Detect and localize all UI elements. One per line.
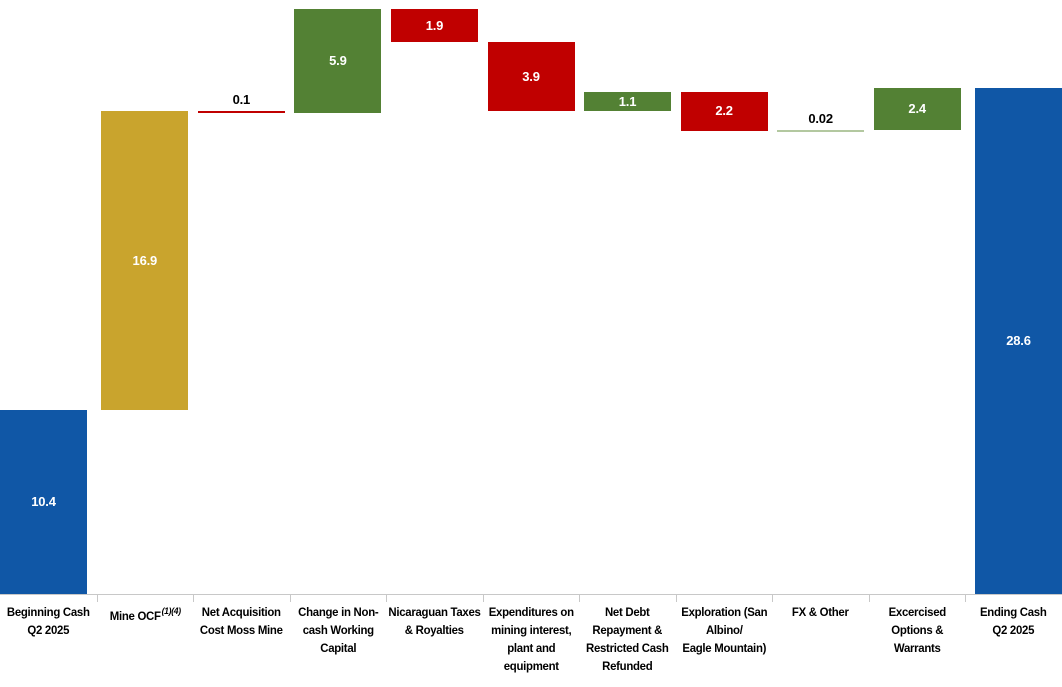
category-label: Net Acquisition Cost Moss Mine bbox=[195, 603, 287, 639]
category-label-line: Refunded bbox=[602, 659, 653, 673]
x-axis-tick bbox=[482, 594, 484, 602]
category-label-line: Nicaraguan Taxes bbox=[388, 605, 481, 619]
waterfall-bar-decrease-5 bbox=[487, 42, 575, 112]
category-label-line: & Royalties bbox=[404, 623, 464, 637]
x-axis-tick bbox=[868, 594, 870, 602]
category-label-line: mining interest, bbox=[490, 623, 572, 637]
category-label-line: Exploration (San bbox=[681, 605, 768, 619]
category-label: Excercised Options & Warrants bbox=[871, 603, 963, 657]
category-label: Beginning Cash Q2 2025 bbox=[2, 603, 94, 639]
category-label-line: Change in Non- bbox=[297, 605, 379, 619]
category-label-line: Q2 2025 bbox=[27, 623, 70, 637]
x-axis-tick bbox=[193, 594, 195, 602]
category-label: Exploration (San Albino/Eagle Mountain) bbox=[678, 603, 770, 657]
bar-value-label: 5.9 bbox=[329, 52, 347, 68]
bar-value-label: 3.9 bbox=[522, 68, 540, 84]
bar-value-label: 2.4 bbox=[908, 101, 926, 117]
category-label: Change in Non-cash Working Capital bbox=[292, 603, 384, 657]
category-label: Expenditures on mining interest, plant and… bbox=[485, 603, 577, 675]
bar-value-label: 16.9 bbox=[132, 252, 158, 268]
category-label: Ending Cash Q2 2025 bbox=[968, 603, 1060, 639]
bar-value-label: 1.9 bbox=[425, 17, 444, 33]
category-label: Mine OCF(1)(4) bbox=[99, 603, 191, 625]
x-axis-tick bbox=[579, 594, 581, 602]
waterfall-bar-decrease-4 bbox=[390, 8, 478, 43]
waterfall-bar-total-10 bbox=[975, 88, 1062, 594]
bar-value-label: 0.02 bbox=[808, 111, 833, 127]
category-label-line: Beginning Cash bbox=[6, 605, 90, 619]
category-label-line: Ending Cash bbox=[980, 605, 1047, 619]
waterfall-bar-increase-3 bbox=[294, 8, 382, 114]
bar-value-label: 10.4 bbox=[31, 494, 56, 510]
bar-value-label: 28.6 bbox=[1006, 333, 1031, 349]
x-axis-tick bbox=[772, 594, 774, 602]
x-axis-line bbox=[0, 594, 1062, 595]
waterfall-bar-total-0 bbox=[0, 410, 87, 594]
waterfall-bar-decrease-2 bbox=[197, 111, 285, 114]
waterfall-bar-increase-8 bbox=[777, 130, 865, 133]
category-label-line: Net Acquisition bbox=[201, 605, 281, 619]
category-label-line: Repayment & bbox=[592, 623, 663, 637]
waterfall-bar-increase-6 bbox=[584, 91, 672, 112]
category-label: Net Debt Repayment & Restricted Cash Refund… bbox=[582, 603, 674, 675]
category-label-line: cash Working bbox=[302, 623, 374, 637]
waterfall-bar-decrease-7 bbox=[680, 91, 768, 131]
category-label-line: Mine OCF(1)(4) bbox=[109, 606, 181, 623]
footnote-superscript: (1)(4) bbox=[161, 606, 181, 616]
x-axis-tick bbox=[386, 594, 388, 602]
x-axis-tick bbox=[675, 594, 677, 602]
category-label-line: equipment bbox=[503, 659, 559, 673]
x-axis-tick bbox=[965, 594, 967, 602]
category-label-line: plant and bbox=[506, 641, 556, 655]
category-label-line: Albino/ bbox=[705, 623, 743, 637]
category-label-line: Eagle Mountain) bbox=[682, 641, 766, 655]
x-axis-tick bbox=[96, 594, 98, 602]
category-label-line: Warrants bbox=[893, 641, 941, 655]
category-label-line: Expenditures on bbox=[488, 605, 574, 619]
category-label-line: Restricted Cash bbox=[586, 641, 669, 655]
waterfall-bar-increase-1 bbox=[101, 111, 189, 411]
bar-value-label: 1.1 bbox=[618, 93, 637, 109]
category-label: FX & Other bbox=[775, 603, 867, 621]
category-label-line: FX & Other bbox=[792, 605, 849, 619]
plot-area: 10.4 16.9 0.1 5.9 1.9 3.9 1.1 2.2 0.02 2.4 28.6 bbox=[0, 8, 1062, 602]
bar-value-label: 2.2 bbox=[715, 103, 733, 119]
waterfall-bar-increase-9 bbox=[873, 88, 961, 131]
category-label-line: Capital bbox=[319, 641, 356, 655]
category-label-line: Net Debt bbox=[605, 605, 650, 619]
category-label-line: Excercised bbox=[888, 605, 946, 619]
category-label-line: Cost Moss Mine bbox=[199, 623, 283, 637]
bar-value-label: 0.1 bbox=[232, 92, 251, 108]
category-label-line: Q2 2025 bbox=[992, 623, 1035, 637]
category-label: Nicaraguan Taxes & Royalties bbox=[389, 603, 481, 639]
x-axis-tick bbox=[289, 594, 291, 602]
category-label-line: Options & bbox=[891, 623, 944, 637]
